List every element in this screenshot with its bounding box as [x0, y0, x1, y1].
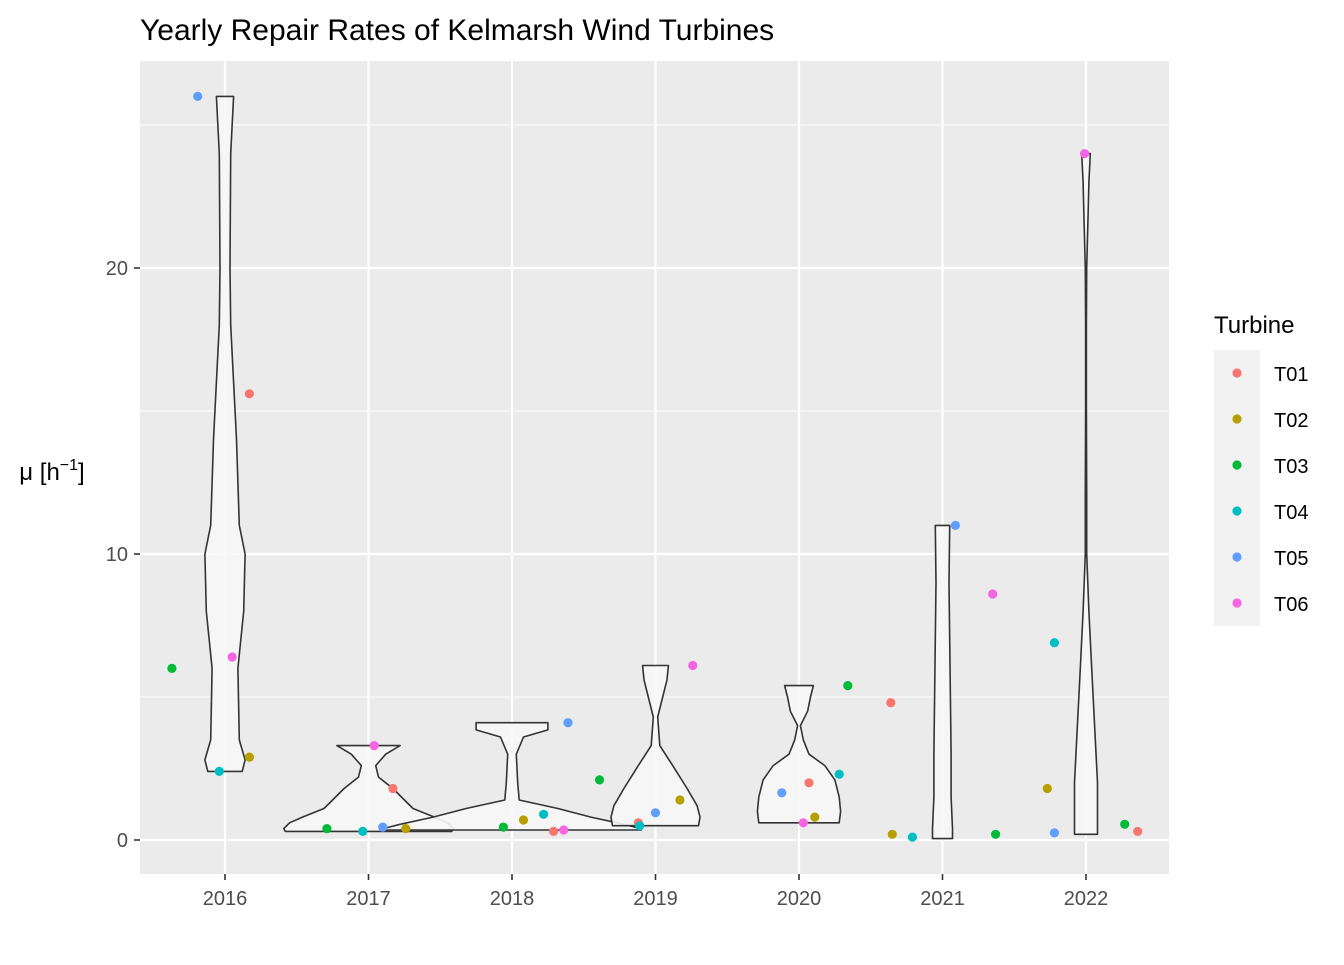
point-T01 [244, 389, 254, 399]
point-T04 [1049, 638, 1059, 648]
point-T05 [777, 788, 787, 798]
point-T03 [843, 681, 853, 691]
y-tick-label: 20 [106, 258, 128, 280]
point-T02 [1042, 783, 1052, 794]
axes: 0 10 20 2016 2017 2018 2019 2020 2021 2022 [106, 258, 1109, 910]
chart-title: Yearly Repair Rates of Kelmarsh Wind Tur… [140, 14, 774, 47]
legend-key-T02 [1232, 414, 1242, 424]
point-T05 [563, 718, 573, 728]
point-T02 [810, 812, 820, 822]
y-tick-label: 0 [117, 830, 128, 852]
x-tick-label: 2022 [1064, 888, 1109, 910]
legend-key-T05 [1232, 552, 1242, 562]
point-T02 [244, 752, 254, 762]
legend-key-T06 [1232, 598, 1242, 608]
legend-key-T04 [1232, 506, 1242, 516]
x-tick-label: 2021 [920, 888, 965, 910]
point-T04 [907, 832, 918, 842]
x-tick-label: 2016 [203, 888, 248, 910]
point-T03 [322, 824, 332, 834]
point-T06 [369, 741, 379, 751]
x-tick-label: 2019 [633, 888, 678, 910]
point-T03 [1120, 819, 1130, 829]
y-axis-label: μ [h−1] [19, 457, 84, 486]
legend-label-T06: T06 [1274, 594, 1308, 616]
point-T05 [193, 91, 203, 101]
x-tick-label: 2017 [346, 888, 391, 910]
point-T03 [167, 663, 177, 674]
legend-key-T01 [1232, 368, 1242, 378]
point-T03 [594, 775, 605, 785]
point-T05 [1049, 828, 1059, 838]
point-T06 [688, 660, 698, 671]
y-tick-label: 10 [106, 544, 128, 566]
point-T06 [559, 825, 569, 835]
point-T05 [650, 808, 661, 818]
point-T01 [388, 783, 398, 794]
legend-title: Turbine [1214, 312, 1294, 339]
legend-key-T03 [1232, 460, 1242, 470]
x-tick-label: 2020 [777, 888, 822, 910]
point-T04 [834, 769, 844, 779]
point-T03 [498, 822, 508, 832]
point-T02 [675, 795, 685, 805]
legend-label-T02: T02 [1274, 410, 1308, 432]
point-T04 [539, 809, 549, 819]
legend-key-background [1214, 350, 1260, 626]
point-T06 [1080, 149, 1090, 159]
data-points [167, 91, 1143, 842]
legend-label-T04: T04 [1274, 502, 1308, 524]
violins [204, 95, 1099, 840]
point-T01 [549, 826, 559, 837]
violin-2018 [382, 721, 642, 831]
violin-2016 [204, 95, 246, 773]
point-T05 [950, 520, 961, 531]
point-T01 [1133, 826, 1143, 837]
point-T06 [798, 818, 808, 828]
point-T02 [518, 815, 529, 825]
point-T01 [804, 778, 814, 788]
violin-2021 [931, 524, 954, 840]
violin-2020 [756, 684, 842, 824]
legend-label-T03: T03 [1274, 456, 1308, 478]
point-T04 [214, 766, 224, 777]
point-T02 [401, 824, 411, 834]
point-T06 [227, 652, 237, 662]
point-T06 [988, 589, 998, 599]
violin-2019 [610, 664, 701, 827]
legend: Turbine T01 T02 T03 T04 T05 T06 [1214, 312, 1308, 626]
point-T04 [358, 826, 368, 837]
point-T05 [378, 822, 388, 832]
point-T01 [886, 698, 896, 708]
x-tick-label: 2018 [490, 888, 535, 910]
point-T03 [991, 829, 1001, 839]
point-T04 [635, 821, 645, 831]
legend-label-T01: T01 [1274, 364, 1308, 386]
point-T02 [887, 829, 897, 839]
legend-label-T05: T05 [1274, 548, 1308, 570]
violin-2017 [283, 744, 454, 833]
